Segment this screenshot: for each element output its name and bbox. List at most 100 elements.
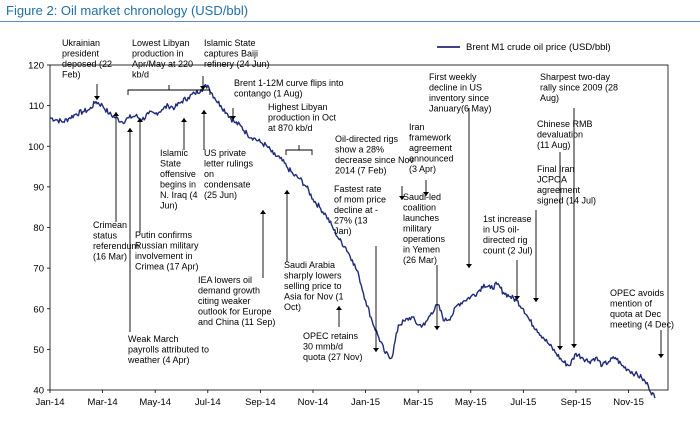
y-tick-label: 100 bbox=[28, 142, 44, 153]
annotation-line: Putin confirms bbox=[135, 230, 193, 240]
annotation-line: kb/d bbox=[132, 70, 149, 80]
annotation-arrowhead bbox=[113, 112, 119, 116]
annotation-line: State bbox=[160, 159, 181, 169]
annotation-rigs-28: Oil-directed rigs show a 28% decrease sinc… bbox=[335, 134, 415, 200]
annotation-jcpoa: Final Iran JCPOA agreement signed (14 Jul) bbox=[533, 164, 596, 302]
y-tick-label: 70 bbox=[33, 264, 44, 275]
annotation-line: involvement in bbox=[135, 251, 193, 261]
y-tick-label: 110 bbox=[29, 101, 44, 112]
annotation-fastest-decline: Fastest rate of mom price decline at -27% … bbox=[334, 184, 386, 352]
annotation-line: directed rig bbox=[483, 235, 528, 245]
annotation-line: contango (1 Aug) bbox=[234, 89, 303, 99]
annotation-line: Sharpest two-day bbox=[540, 72, 611, 82]
annotation-text: Highest Libyan production in Oct at 870 kb… bbox=[268, 102, 337, 133]
annotation-line: in Yemen bbox=[403, 245, 440, 255]
annotation-text: Weak March payrolls attributed to weather … bbox=[127, 334, 209, 365]
annotation-arrowhead bbox=[127, 128, 133, 132]
annotation-arrowhead bbox=[200, 86, 206, 90]
x-tick-label: Nov-14 bbox=[298, 397, 329, 408]
series-line-brent bbox=[49, 84, 656, 399]
annotation-line: N. Iraq (4 bbox=[160, 190, 198, 200]
annotation-line: decline in US bbox=[429, 83, 482, 93]
annotation-line: Oil-directed rigs bbox=[335, 134, 399, 144]
annotation-line: outlook for Europe bbox=[198, 307, 272, 317]
x-tick-label: Mar-14 bbox=[88, 397, 118, 408]
annotation-text: IEA lowers oil demand growth citing weaker… bbox=[198, 275, 275, 327]
annotation-text: Iran framework agreement announced (3 Apr) bbox=[409, 122, 454, 174]
annotation-crimean-ref: Crimean status referendum (16 Mar) bbox=[93, 112, 139, 262]
annotation-libya-high: Highest Libyan production in Oct at 870 kb… bbox=[268, 102, 337, 155]
annotation-arrowhead bbox=[466, 264, 472, 268]
annotation-line: Saudi-led bbox=[403, 192, 441, 202]
legend-label: Brent M1 crude oil price (USD/bbl) bbox=[466, 42, 611, 53]
annotation-arrowhead bbox=[181, 118, 187, 122]
x-tick-label: Jan-14 bbox=[35, 397, 64, 408]
annotation-arrowhead bbox=[201, 110, 207, 114]
annotation-is-offensive: Islamic State offensive begins in N. Iraq (4… bbox=[160, 118, 198, 211]
annotation-text: Saudi Arabia sharply lowers selling price … bbox=[284, 260, 344, 312]
annotation-line: referendum bbox=[93, 241, 139, 251]
series-layer bbox=[49, 84, 656, 399]
annotation-line: Russian military bbox=[135, 241, 199, 251]
annotation-line: Weak March bbox=[128, 334, 178, 344]
annotation-iran-framework: Iran framework agreement announced (3 Apr) bbox=[409, 122, 454, 196]
annotation-saudi-yemen: Saudi-led coalition launches military operat… bbox=[403, 192, 446, 330]
annotation-line: inventory since bbox=[429, 93, 489, 103]
annotation-line: Jan) bbox=[334, 226, 352, 236]
annotation-line: (16 Mar) bbox=[93, 252, 127, 262]
annotation-line: count (2 Jul) bbox=[483, 246, 533, 256]
annotation-line: (26 Mar) bbox=[403, 255, 437, 265]
annotation-line: Saudi Arabia bbox=[284, 260, 335, 270]
annotation-opec-quota: OPEC avoids mention of quota at Dec meeting… bbox=[610, 288, 674, 358]
annotation-text: Chinese RMB devaluation (11 Aug) bbox=[537, 119, 593, 150]
annotation-line: Lowest Libyan bbox=[132, 38, 190, 48]
annotation-line: deposed (22 bbox=[62, 59, 112, 69]
annotation-putin: Putin confirms Russian military involvemen… bbox=[135, 118, 199, 272]
y-tick-label: 50 bbox=[33, 345, 44, 356]
annotation-line: (11 Aug) bbox=[537, 140, 570, 150]
annotation-line: production in bbox=[132, 49, 184, 59]
annotation-line: signed (14 Jul) bbox=[537, 196, 596, 206]
x-tick-label: May-14 bbox=[139, 397, 171, 408]
annotation-line: Crimean bbox=[93, 220, 127, 230]
annotation-line: First weekly bbox=[429, 72, 477, 82]
annotation-bracket bbox=[285, 149, 313, 155]
annotation-line: at 870 kb/d bbox=[268, 123, 313, 133]
annotation-line: military bbox=[403, 224, 432, 234]
annotation-line: IEA lowers oil bbox=[198, 275, 252, 285]
annotation-text: Islamic State offensive begins in N. Iraq (4… bbox=[160, 148, 198, 211]
annotation-line: agreement bbox=[409, 143, 453, 153]
x-tick-label: Jul-15 bbox=[510, 397, 536, 408]
annotation-line: Asia for Nov (1 bbox=[284, 292, 344, 302]
y-tick-label: 60 bbox=[33, 304, 44, 315]
annotation-line: OPEC avoids bbox=[610, 288, 665, 298]
annotation-arrowhead bbox=[336, 306, 342, 310]
annotation-text: First weekly decline in US inventory since… bbox=[429, 72, 492, 114]
annotation-ukraine: Ukrainian president deposed (22 Feb) bbox=[62, 38, 112, 100]
annotation-line: 27% (13 bbox=[334, 216, 368, 226]
annotation-line: of mom price bbox=[334, 195, 386, 205]
annotation-line: coalition bbox=[403, 203, 436, 213]
annotation-line: US private bbox=[204, 148, 246, 158]
annotation-line: Islamic bbox=[160, 148, 189, 158]
annotation-saudi-price: Saudi Arabia sharply lowers selling price … bbox=[284, 190, 344, 312]
annotation-line: citing weaker bbox=[198, 296, 251, 306]
annotation-line: (25 Jun) bbox=[204, 190, 237, 200]
annotation-line: announced bbox=[409, 154, 454, 164]
x-tick-label: Mar-15 bbox=[403, 397, 433, 408]
annotation-line: demand growth bbox=[198, 286, 260, 296]
annotation-line: payrolls attributed to bbox=[128, 345, 209, 355]
y-tick-label: 120 bbox=[28, 61, 44, 72]
annotation-arrowhead bbox=[284, 190, 290, 194]
annotation-line: Highest Libyan bbox=[268, 102, 328, 112]
x-tick-label: Sep-15 bbox=[561, 397, 592, 408]
annotation-us-private: US private letter rulings on condensate (25 … bbox=[201, 110, 254, 200]
annotation-line: Apr/May at 220 bbox=[132, 59, 193, 69]
annotation-line: production in Oct bbox=[268, 113, 337, 123]
annotation-line: sharply lowers bbox=[284, 271, 342, 281]
annotation-line: offensive bbox=[160, 169, 196, 179]
annotation-text: Saudi-led coalition launches military operat… bbox=[403, 192, 446, 265]
annotation-arrowhead bbox=[230, 116, 236, 120]
annotation-line: and China (11 Sep) bbox=[198, 317, 275, 327]
